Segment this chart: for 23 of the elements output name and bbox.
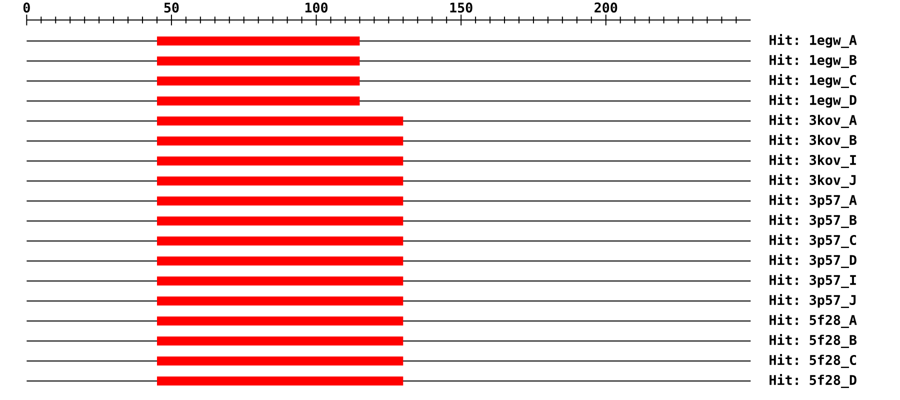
y-tick-label: Hit: 1egw_A [770, 34, 857, 48]
x-tick-label: 200 [594, 2, 618, 13]
y-tick-label: Hit: 1egw_D [770, 94, 856, 108]
x-tick-label: 50 [164, 2, 179, 13]
y-tick-label: Hit: 5f28_D [770, 374, 856, 388]
y-tick-label: Hit: 5f28_B [770, 334, 857, 348]
y-tick-label: Hit: 5f28_A [770, 314, 857, 328]
y-tick-label: Hit: 3p57_B [770, 214, 857, 228]
y-tick-label: Hit: 1egw_C [770, 74, 856, 88]
y-tick-label: Hit: 3kov_B [770, 134, 857, 148]
x-tick-label: 150 [450, 2, 472, 13]
y-tick-label: Hit: 1egw_B [770, 54, 857, 68]
y-tick-label: Hit: 3p57_D [770, 254, 856, 268]
y-tick-label: Hit: 3kov_J [770, 174, 856, 188]
y-tick-label: Hit: 3p57_J [770, 294, 856, 308]
y-tick-label: Hit: 5f28_C [770, 354, 856, 368]
y-tick-label: Hit: 3kov_I [770, 154, 856, 168]
y-tick-label: Hit: 3kov_A [770, 114, 857, 128]
y-tick-label: Hit: 3p57_I [770, 274, 856, 288]
y-tick-label: Hit: 3p57_C [770, 234, 856, 248]
x-tick-label: 0 [23, 2, 30, 13]
y-tick-label: Hit: 3p57_A [770, 194, 857, 208]
x-tick-label: 100 [305, 2, 328, 13]
